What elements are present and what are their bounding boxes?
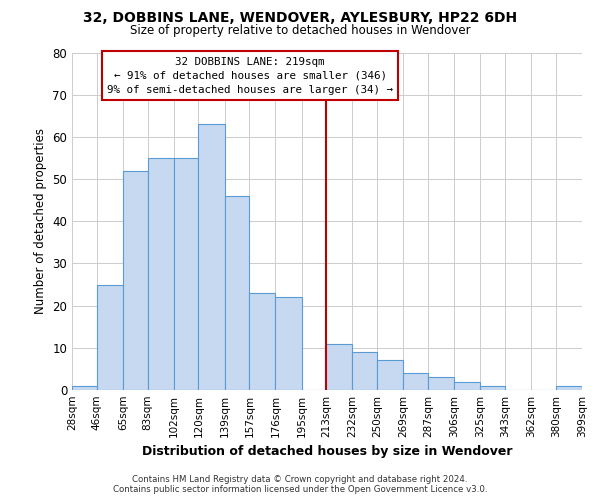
- Text: 32 DOBBINS LANE: 219sqm
← 91% of detached houses are smaller (346)
9% of semi-de: 32 DOBBINS LANE: 219sqm ← 91% of detache…: [107, 56, 393, 94]
- Text: 32, DOBBINS LANE, WENDOVER, AYLESBURY, HP22 6DH: 32, DOBBINS LANE, WENDOVER, AYLESBURY, H…: [83, 11, 517, 25]
- Bar: [326, 344, 352, 390]
- Bar: [377, 360, 403, 390]
- Bar: [250, 293, 275, 390]
- Bar: [224, 196, 250, 390]
- Bar: [199, 124, 224, 390]
- Bar: [556, 386, 582, 390]
- Bar: [403, 373, 428, 390]
- Bar: [148, 158, 174, 390]
- Bar: [123, 170, 148, 390]
- Bar: [454, 382, 480, 390]
- Bar: [275, 297, 302, 390]
- X-axis label: Distribution of detached houses by size in Wendover: Distribution of detached houses by size …: [142, 446, 512, 458]
- Y-axis label: Number of detached properties: Number of detached properties: [34, 128, 47, 314]
- Bar: [480, 386, 505, 390]
- Text: Size of property relative to detached houses in Wendover: Size of property relative to detached ho…: [130, 24, 470, 37]
- Bar: [97, 284, 123, 390]
- Bar: [352, 352, 377, 390]
- Bar: [174, 158, 199, 390]
- Bar: [428, 378, 454, 390]
- Text: Contains HM Land Registry data © Crown copyright and database right 2024.
Contai: Contains HM Land Registry data © Crown c…: [113, 474, 487, 494]
- Bar: [72, 386, 97, 390]
